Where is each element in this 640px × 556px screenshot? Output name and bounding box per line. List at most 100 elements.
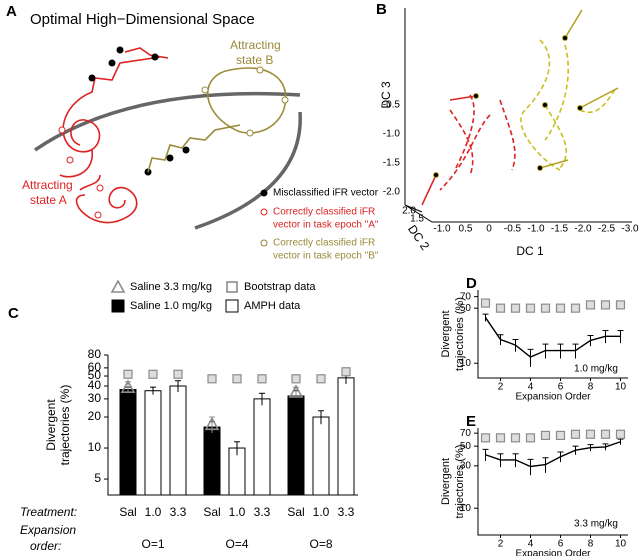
bar xyxy=(287,395,305,496)
point xyxy=(66,156,74,164)
x-tick-label: 10 xyxy=(615,539,627,550)
series-line xyxy=(484,317,621,358)
row-label: Treatment: xyxy=(20,505,77,519)
point xyxy=(473,93,479,99)
annotation: 3.3 mg/kg xyxy=(574,519,618,530)
y-axis-label: Divergent xyxy=(44,399,58,451)
y-axis-label: trajectories (%) xyxy=(454,445,466,519)
trajectory-red xyxy=(439,94,516,191)
separatrix xyxy=(34,91,301,152)
panel-letter: B xyxy=(376,1,387,18)
square-marker xyxy=(510,433,521,443)
square-marker xyxy=(525,303,536,313)
y-axis-label: trajectories (%) xyxy=(454,297,466,371)
legend-symbol xyxy=(111,299,125,313)
legend-text: Bootstrap data xyxy=(244,281,316,293)
y-tick-label: 10 xyxy=(88,440,102,454)
legend-text: Correctly classified iFR xyxy=(273,238,375,249)
square-marker xyxy=(600,300,611,310)
x-tick-label: 8 xyxy=(588,539,594,550)
legend-symbol xyxy=(225,299,239,313)
y-tick-label: 80 xyxy=(88,347,102,361)
x-tick-label: 2 xyxy=(498,382,504,393)
square-marker xyxy=(291,374,301,384)
group-label: O=4 xyxy=(225,537,248,551)
square-marker xyxy=(173,369,183,379)
square-marker xyxy=(570,429,581,439)
point xyxy=(116,46,124,54)
y-tick-label: 50 xyxy=(460,303,472,314)
trajectory-red xyxy=(421,95,477,206)
x-axis-label: Expansion Order xyxy=(515,392,591,403)
x-tick-label: -1.0 xyxy=(433,224,451,235)
square-marker xyxy=(495,433,506,443)
point xyxy=(433,172,439,178)
y-tick-label: 5 xyxy=(94,471,101,485)
x-tick-label: 0 xyxy=(486,224,492,235)
bar xyxy=(144,390,162,496)
trajectory-points xyxy=(433,35,583,178)
axis-label: DC 3 xyxy=(379,81,393,109)
panel-letter: A xyxy=(6,3,17,20)
legend-text: Saline 3.3 mg/kg xyxy=(130,281,212,293)
x-tick-label: 2 xyxy=(498,539,504,550)
axis-line xyxy=(107,355,358,496)
square-marker xyxy=(555,430,566,441)
y-tick-label: 70 xyxy=(460,291,472,302)
trajectory-yellow xyxy=(520,39,616,171)
x-tick-label: 1.0 xyxy=(229,505,246,519)
axis-label: DC 2 xyxy=(405,222,432,253)
trajectory-b xyxy=(207,67,287,134)
row-label: order: xyxy=(30,539,61,553)
point xyxy=(151,53,159,61)
y-axis-label: trajectories (%) xyxy=(58,385,72,466)
point xyxy=(537,165,543,171)
point xyxy=(577,105,583,111)
y-axis-label: Divergent xyxy=(440,458,452,505)
point xyxy=(58,126,66,134)
y-tick-label: 2.0 xyxy=(402,206,416,217)
x-tick-label: 6 xyxy=(558,382,564,393)
y-tick-label: 40 xyxy=(88,378,102,392)
panel-title: Optimal High−Dimensional Space xyxy=(30,11,255,28)
point xyxy=(182,146,190,154)
x-tick-label: 10 xyxy=(615,382,627,393)
square-marker xyxy=(257,374,267,384)
legend-text: vector in task epoch "B" xyxy=(273,251,379,262)
square-marker xyxy=(540,303,551,313)
point xyxy=(281,96,289,104)
legend-symbol xyxy=(226,281,238,293)
x-tick-label: Sal xyxy=(287,505,304,519)
state-label: state A xyxy=(30,193,67,207)
x-tick-label: 4 xyxy=(528,539,534,550)
bar xyxy=(169,385,187,496)
x-tick-label: 3.3 xyxy=(338,505,355,519)
state-label: Attracting xyxy=(22,178,73,192)
z-tick-label: -2.0 xyxy=(383,187,401,198)
trajectory-a xyxy=(59,56,161,224)
square-marker xyxy=(232,374,242,384)
x-tick-label: 3.3 xyxy=(254,505,271,519)
y-tick-label: 1.5 xyxy=(410,214,424,225)
x-tick-label: 1.0 xyxy=(145,505,162,519)
axis-label: DC 1 xyxy=(516,244,544,258)
state-label: Attracting xyxy=(230,38,281,52)
legend-text: Saline 1.0 mg/kg xyxy=(130,300,212,312)
state-label: state B xyxy=(236,53,273,67)
x-tick-label: 1.0 xyxy=(313,505,330,519)
legend-text: Correctly classified iFR xyxy=(273,207,375,218)
x-tick-label: -3.0 xyxy=(621,224,639,235)
square-marker xyxy=(570,303,581,313)
axis-line xyxy=(477,290,628,379)
x-tick-label: 6 xyxy=(558,539,564,550)
point xyxy=(256,66,264,74)
separatrix xyxy=(194,111,302,230)
x-tick-label: -2.5 xyxy=(598,224,616,235)
x-tick-label: Sal xyxy=(203,505,220,519)
legend-symbol xyxy=(110,279,126,293)
x-tick-label: 3.3 xyxy=(170,505,187,519)
square-marker xyxy=(615,429,626,439)
x-tick-label: Sal xyxy=(119,505,136,519)
y-tick-label: 30 xyxy=(460,460,472,471)
